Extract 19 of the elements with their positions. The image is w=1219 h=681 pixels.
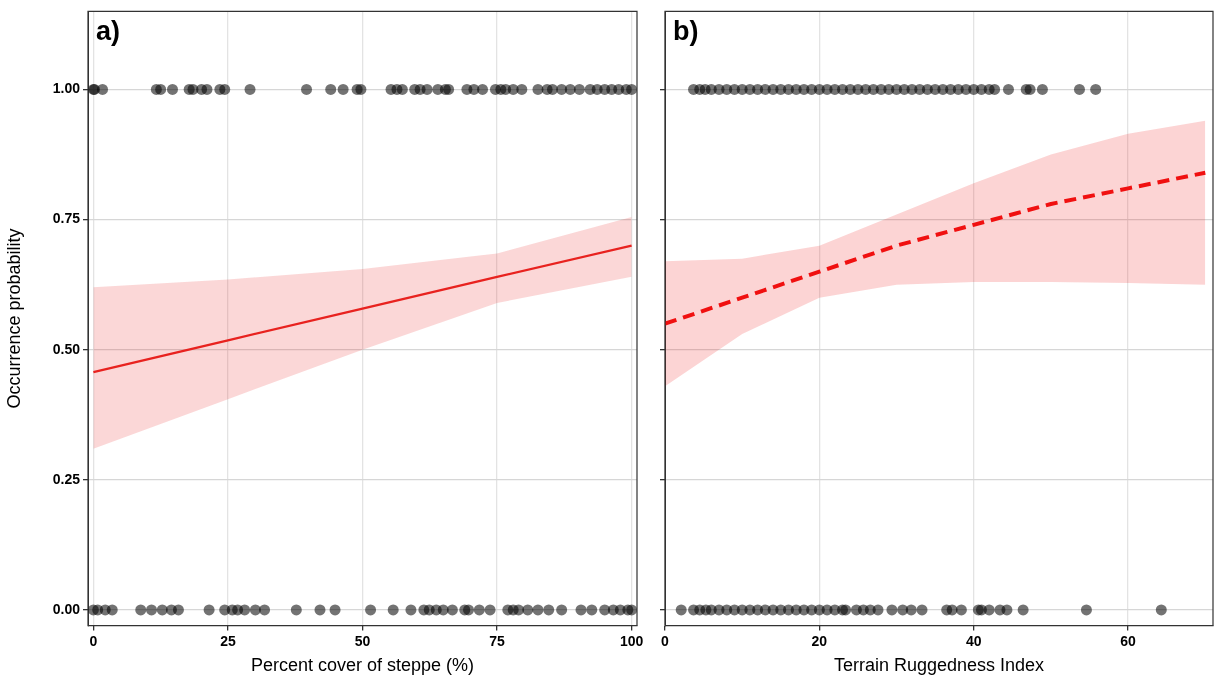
x-tick-label: 60: [1120, 632, 1137, 649]
x-tick-label: 75: [489, 632, 506, 649]
y-tick-label: 0.00: [52, 600, 81, 617]
x-tick-label: 40: [965, 632, 982, 649]
y-axis-title: Occurrence probability: [3, 228, 24, 409]
y-tick-label: 0.50: [52, 340, 81, 357]
y-tick-label: 0.75: [52, 210, 81, 227]
y-tick-label: 1.00: [52, 80, 81, 97]
x-tick-label: 50: [354, 632, 371, 649]
x-axis-title: Terrain Ruggedness Index: [833, 655, 1045, 676]
x-tick-label: 25: [220, 632, 236, 649]
annotation: b): [673, 16, 699, 47]
y-tick-label: 0.25: [52, 470, 81, 487]
annotation: a): [96, 16, 121, 47]
x-tick-label: 20: [811, 632, 828, 649]
x-tick-label: 100: [619, 632, 644, 649]
x-tick-label: 0: [89, 632, 98, 649]
x-tick-label: 0: [661, 632, 670, 649]
x-axis-title: Percent cover of steppe (%): [250, 655, 475, 676]
